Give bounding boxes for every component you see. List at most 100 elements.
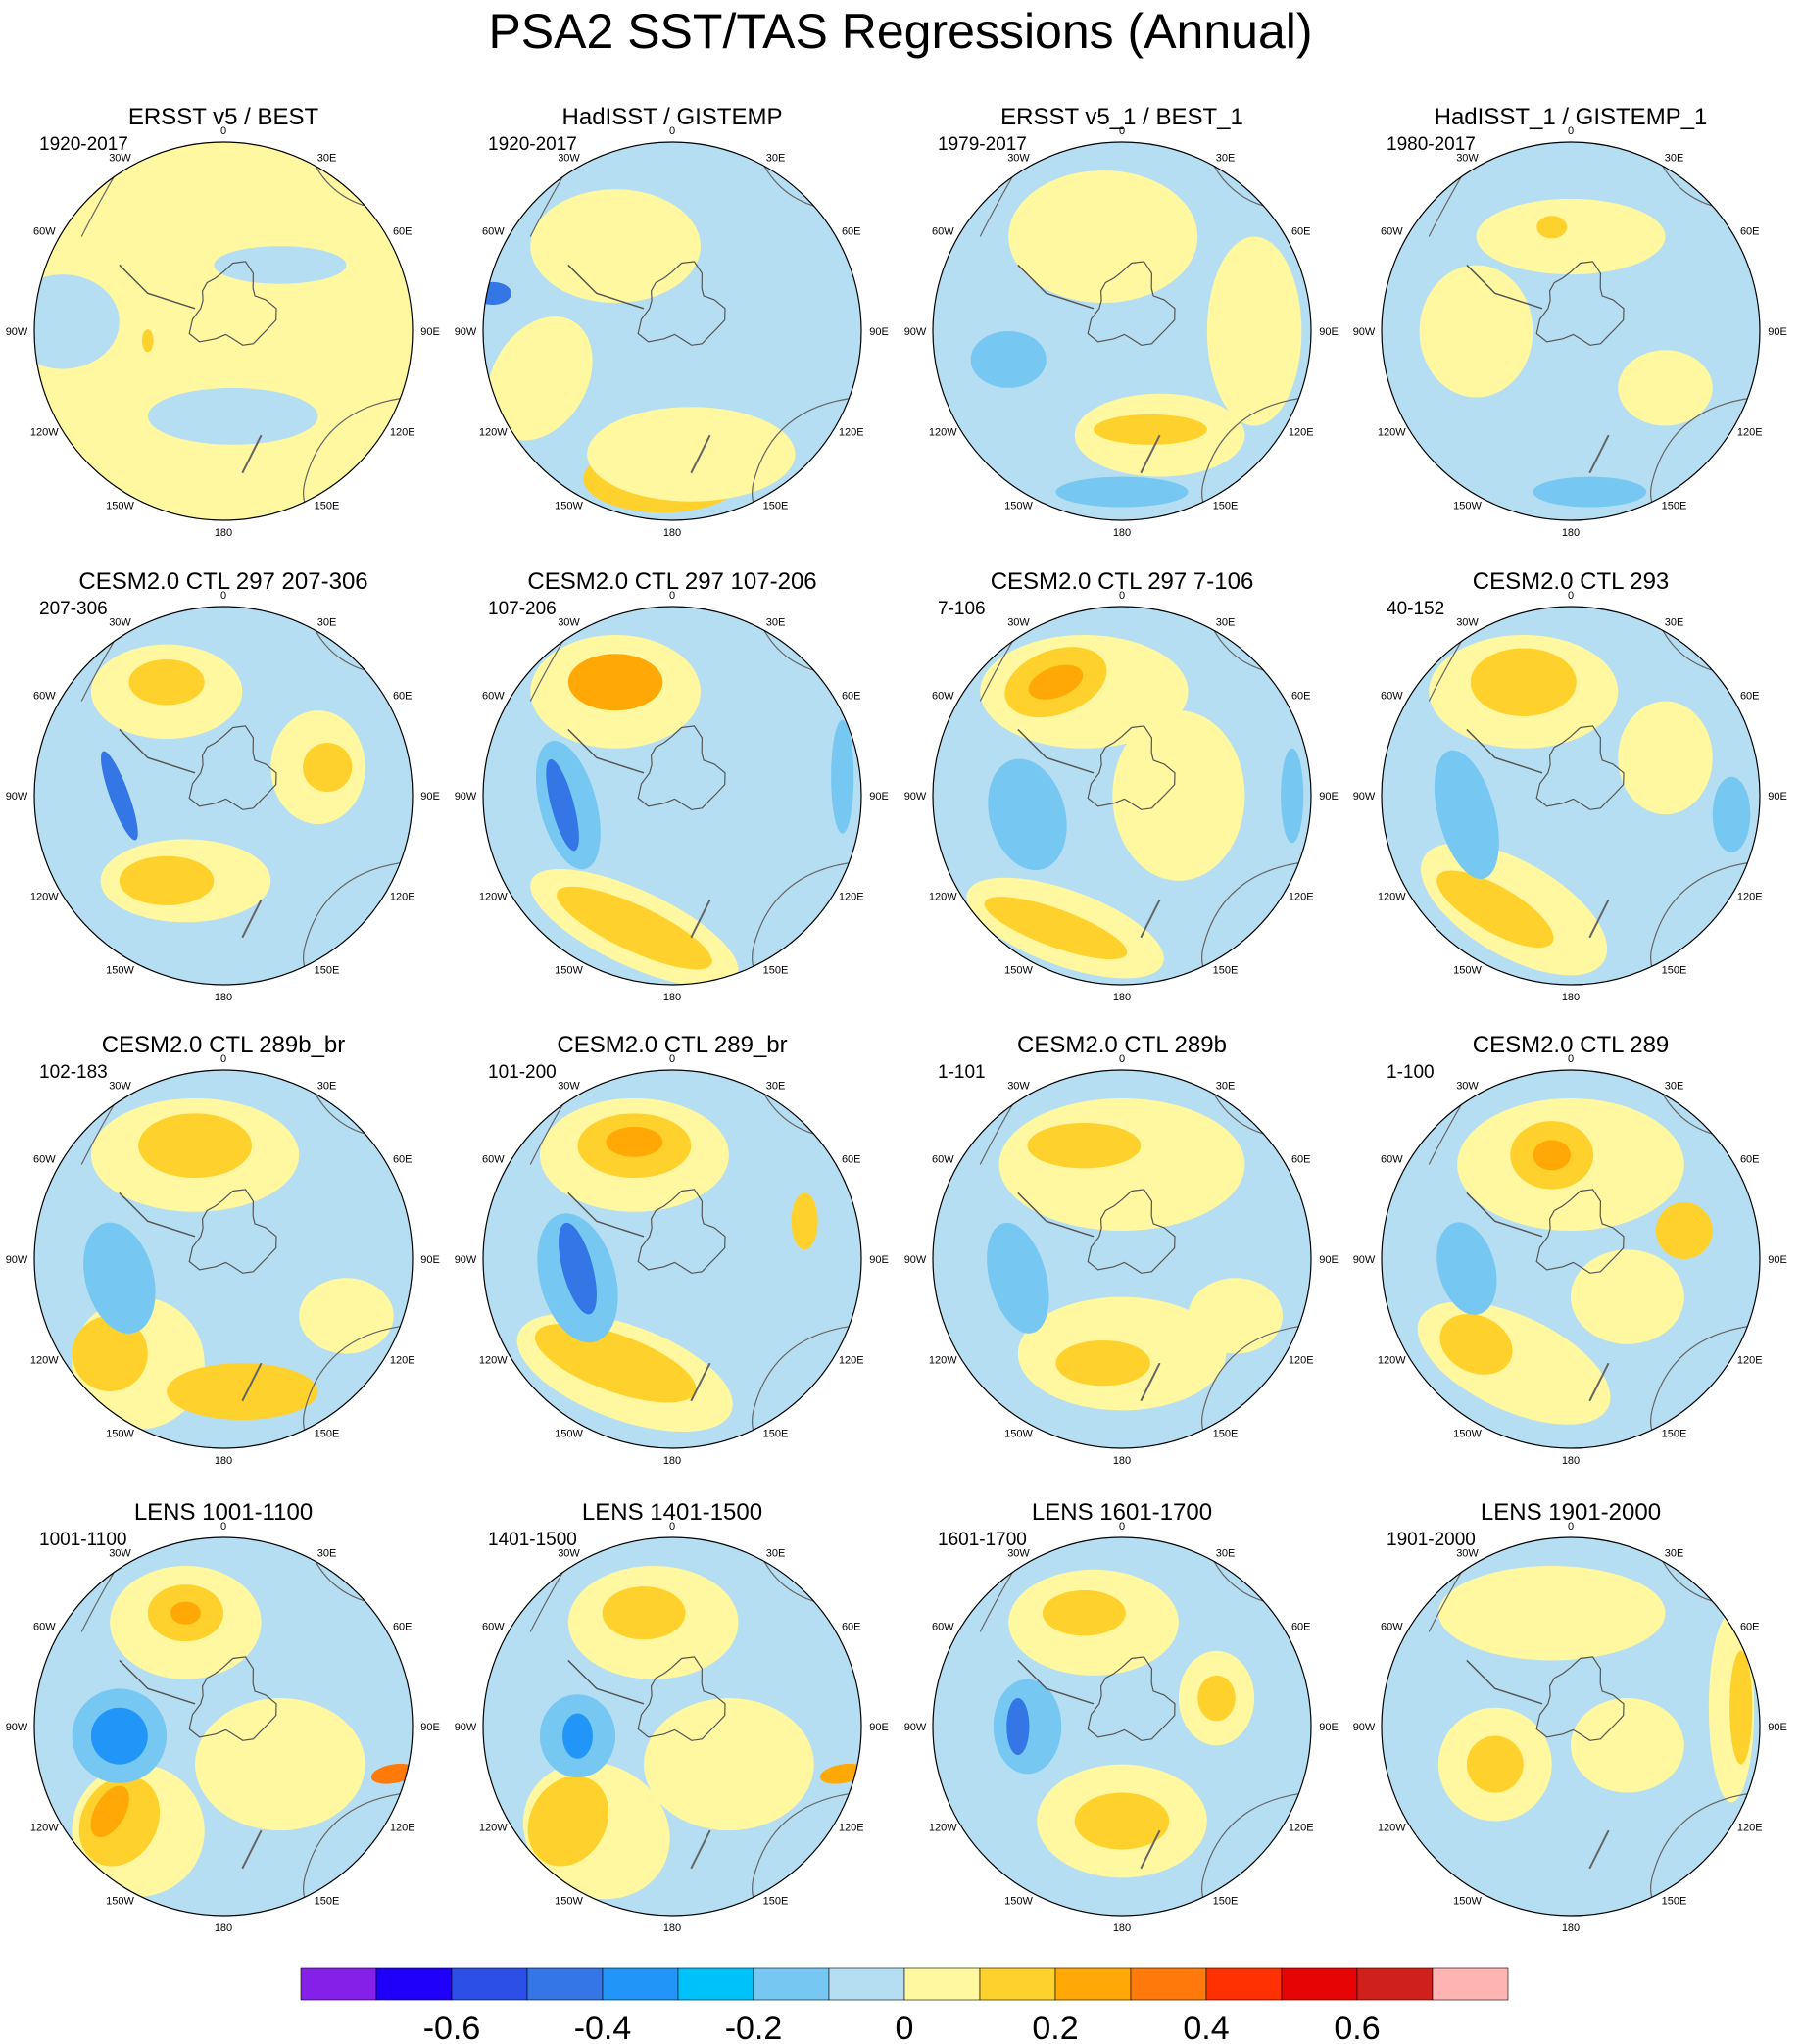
longitude-label: 120E [390, 1355, 415, 1367]
longitude-label: 60E [393, 1622, 413, 1633]
contour-region [527, 1776, 609, 1867]
longitude-label: 120W [1378, 1355, 1406, 1367]
contour-region [128, 659, 205, 706]
longitude-label: 150E [763, 1429, 789, 1440]
contour-region [1055, 476, 1189, 508]
longitude-label: 60W [482, 1622, 505, 1633]
longitude-label: 0 [220, 590, 226, 602]
panel-title: CESM2.0 CTL 289 [1473, 1032, 1670, 1058]
longitude-label: 150W [106, 1896, 134, 1908]
longitude-label: 60E [1291, 1622, 1311, 1633]
longitude-label: 180 [1113, 992, 1131, 1003]
australia-coastline [1650, 860, 1757, 985]
map-boundary [482, 1069, 862, 1449]
longitude-label: 30W [1007, 152, 1030, 164]
longitude-label: 60E [842, 1154, 861, 1166]
longitude-label: 120E [390, 1823, 415, 1834]
map-panel: CESM2.0 CTL 289b_br 102-183 0 30E 60E 90E 120E… [6, 1032, 440, 1467]
longitude-label: 30W [1456, 152, 1479, 164]
contour-region [170, 1601, 201, 1625]
antarctica-coastline [637, 261, 726, 346]
peninsula-coastline [119, 1192, 196, 1238]
longitude-label: 30W [109, 616, 131, 628]
period-label: 40-152 [1387, 599, 1444, 619]
map-boundary [33, 1536, 414, 1917]
peninsula-coastline [1017, 1659, 1095, 1705]
colorbar-tick-label: 0 [896, 2010, 914, 2044]
longitude-label: 30W [109, 1080, 131, 1092]
longitude-label: 90W [455, 1722, 477, 1733]
antarctica-coastline [637, 1656, 726, 1741]
longitude-label: 120E [1289, 1823, 1314, 1834]
field-fill [34, 1537, 413, 1916]
longitude-label: 60W [33, 691, 56, 703]
longitude-label: 0 [669, 1053, 675, 1065]
map-boundary [932, 141, 1312, 521]
new-zealand-coastline [1588, 899, 1610, 939]
contour-region [534, 1323, 697, 1403]
longitude-label: 60W [1381, 1622, 1403, 1633]
longitude-label: 150W [1004, 965, 1033, 977]
colorbar-swatch [602, 1967, 679, 2001]
contour-region [119, 855, 215, 905]
map-panel: HadISST / GISTEMP 1920-2017 0 30E 60E 90E 120E… [455, 104, 889, 539]
longitude-label: 120E [390, 427, 415, 439]
longitude-label: 60E [1740, 1154, 1760, 1166]
panel-title: CESM2.0 CTL 289b_br [102, 1032, 346, 1058]
contour-region [195, 1698, 365, 1831]
contour-region [1618, 350, 1713, 426]
longitude-label: 150W [106, 965, 134, 977]
longitude-label: 30W [558, 616, 580, 628]
panel-title: CESM2.0 CTL 293 [1473, 568, 1670, 595]
contour-region [72, 1315, 148, 1392]
contour-region [1655, 1202, 1713, 1260]
longitude-label: 90E [420, 326, 440, 338]
new-zealand-coastline [690, 1362, 711, 1402]
longitude-label: 90E [1768, 1254, 1787, 1266]
longitude-label: 180 [1113, 527, 1131, 539]
longitude-label: 90E [420, 791, 440, 803]
new-zealand-coastline [241, 434, 263, 474]
panel-title: ERSST v5_1 / BEST_1 [1000, 104, 1243, 130]
longitude-label: 150E [315, 965, 340, 977]
longitude-label: 90W [904, 1722, 927, 1733]
australia-coastline [1650, 396, 1757, 520]
field-fill [34, 142, 413, 520]
longitude-label: 0 [1119, 1521, 1125, 1533]
longitude-label: 150W [1453, 1429, 1482, 1440]
period-label: 1920-2017 [39, 134, 128, 155]
contour-region [984, 897, 1128, 960]
field-fill [483, 1537, 861, 1916]
antarctica-coastline [1087, 1656, 1176, 1741]
map-panel: CESM2.0 CTL 297 107-206 107-206 0 30E 60E 90E… [455, 568, 889, 1003]
new-zealand-coastline [1140, 1829, 1161, 1870]
longitude-label: 180 [1562, 1455, 1580, 1467]
map-panels-grid: ERSST v5 / BEST1920-2017030E60E90E120E15… [6, 104, 1787, 1934]
longitude-label: 30W [558, 152, 580, 164]
contour-region [1729, 1650, 1753, 1765]
contour-region [1027, 1123, 1142, 1169]
contour-region [1470, 648, 1577, 716]
peninsula-coastline [567, 1192, 645, 1238]
antarctica-coastline [188, 261, 277, 346]
new-zealand-coastline [1140, 434, 1161, 474]
longitude-label: 60E [842, 691, 861, 703]
field-fill [34, 607, 413, 985]
antarctica-coastline [1535, 725, 1625, 810]
period-label: 1920-2017 [488, 134, 577, 155]
longitude-label: 30E [1216, 1547, 1236, 1559]
longitude-label: 30E [766, 152, 786, 164]
new-zealand-coastline [690, 434, 711, 474]
longitude-label: 30E [1216, 1080, 1236, 1092]
longitude-label: 90E [869, 326, 889, 338]
contour-region [1028, 664, 1084, 700]
panel-title: LENS 1901-2000 [1481, 1499, 1661, 1526]
contour-region [1042, 1590, 1126, 1636]
longitude-label: 60E [1291, 691, 1311, 703]
longitude-label: 180 [663, 992, 681, 1003]
longitude-label: 90W [904, 1254, 927, 1266]
longitude-label: 30E [1665, 1080, 1684, 1092]
longitude-label: 150W [1004, 1896, 1033, 1908]
